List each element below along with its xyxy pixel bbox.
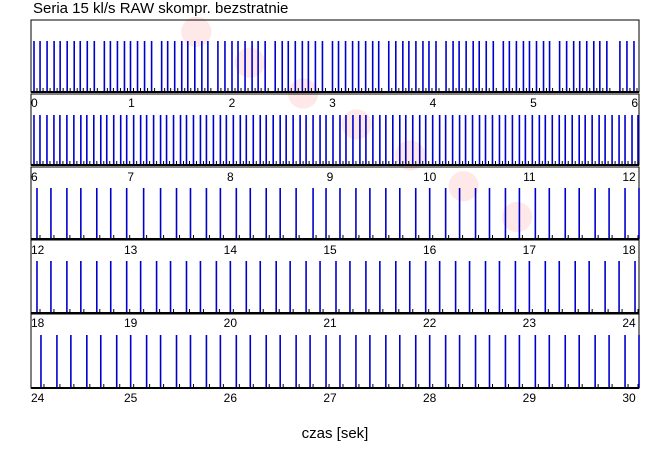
x-tick-label: 18 xyxy=(31,316,45,330)
x-tick-label: 12 xyxy=(622,170,636,184)
x-tick-label: 26 xyxy=(224,391,238,405)
timeline-row-2: 12 13 14 15 16 17 18 xyxy=(30,166,640,257)
timeline-row-1: 6 7 8 9 10 11 12 xyxy=(30,93,640,184)
x-tick-label: 23 xyxy=(523,316,537,330)
x-axis-label: czas [sek] xyxy=(301,425,369,442)
x-tick-label: 6 xyxy=(631,96,638,110)
x-tick-label: 5 xyxy=(530,96,537,110)
x-tick-label: 1 xyxy=(128,96,135,110)
x-tick-label: 6 xyxy=(31,170,38,184)
x-tick-label: 11 xyxy=(523,170,536,184)
chart-title: Seria 15 kl/s RAW skompr. bezstratnie xyxy=(33,0,289,17)
x-tick-label: 29 xyxy=(523,391,537,405)
x-tick-label: 0 xyxy=(31,96,38,110)
x-tick-label: 18 xyxy=(622,243,636,257)
x-tick-label: 7 xyxy=(127,170,134,184)
x-tick-label: 2 xyxy=(229,96,236,110)
x-tick-label: 12 xyxy=(31,243,45,257)
x-tick-label: 27 xyxy=(323,391,337,405)
x-tick-label: 8 xyxy=(227,170,234,184)
x-tick-label: 16 xyxy=(423,243,437,257)
x-tick-label: 24 xyxy=(31,391,45,405)
x-tick-label: 22 xyxy=(423,316,437,330)
x-tick-label: 17 xyxy=(523,243,537,257)
x-tick-label: 20 xyxy=(224,316,238,330)
timeline-row-0: 0 1 2 3 4 5 6 xyxy=(30,19,640,110)
x-tick-label: 25 xyxy=(124,391,138,405)
x-tick-label: 13 xyxy=(124,243,138,257)
x-tick-label: 19 xyxy=(124,316,138,330)
x-tick-label: 10 xyxy=(423,170,437,184)
timeline-row-4: 24 25 26 27 28 29 30 xyxy=(30,313,640,405)
x-tick-label: 4 xyxy=(430,96,437,110)
x-tick-label: 21 xyxy=(323,316,337,330)
x-tick-label: 30 xyxy=(622,391,636,405)
x-tick-label: 3 xyxy=(329,96,336,110)
x-tick-label: 15 xyxy=(323,243,337,257)
x-tick-label: 24 xyxy=(622,316,636,330)
x-tick-label: 14 xyxy=(224,243,238,257)
timeline-row-3: 18 19 20 21 22 23 24 xyxy=(30,239,640,330)
x-tick-label: 28 xyxy=(423,391,437,405)
x-tick-label: 9 xyxy=(327,170,334,184)
